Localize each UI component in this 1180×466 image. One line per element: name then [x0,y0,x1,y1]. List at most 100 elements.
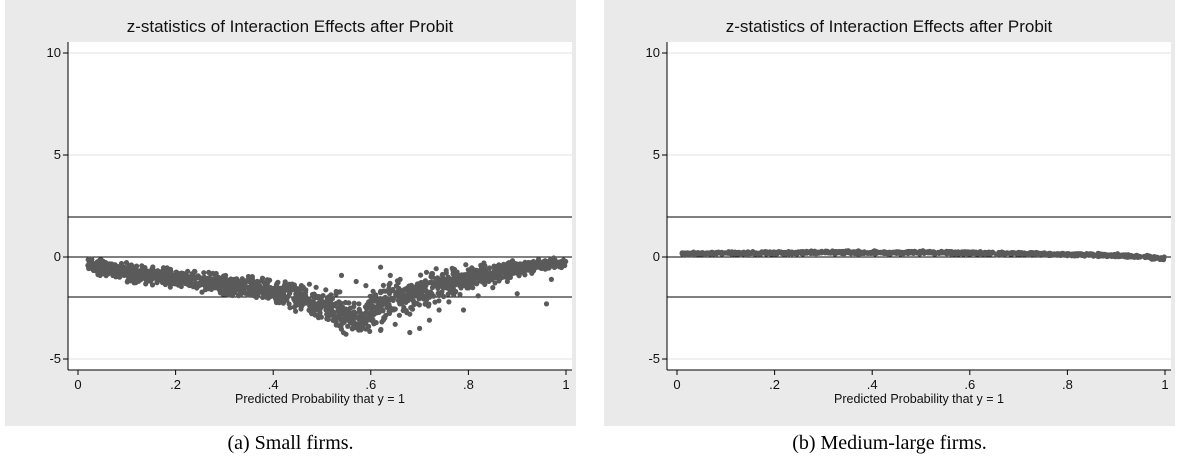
data-point [429,271,435,277]
data-point [222,284,228,291]
data-point [495,267,501,273]
data-point [421,296,427,302]
data-point [443,285,449,291]
scatter-points [679,248,1167,263]
data-point [412,284,418,290]
data-point [912,250,918,256]
data-point [1017,251,1023,257]
y-tick-label: 5 [54,147,61,162]
data-point [396,312,402,318]
data-point [312,302,318,308]
data-point [367,310,373,316]
data-point [397,276,403,282]
data-point [367,328,373,334]
data-point [114,265,120,271]
data-point [448,281,454,287]
data-point [379,319,385,325]
x-tick-label: .4 [268,377,279,392]
data-point [419,292,425,298]
data-point [1013,251,1020,257]
data-point [407,329,413,336]
data-point [1050,251,1056,257]
data-point [737,251,743,257]
data-point [353,325,359,331]
data-point [772,251,778,257]
data-point [245,273,251,280]
data-point [855,248,861,254]
data-point [154,271,160,277]
data-point [211,280,217,286]
data-point [175,282,181,288]
data-point [311,291,317,297]
data-point [347,310,353,316]
data-point [108,268,114,274]
y-tick-label: 0 [653,249,660,264]
data-point [323,287,329,293]
x-tick-label: 1 [1161,377,1168,392]
data-point [335,305,341,311]
data-point [979,250,985,256]
data-point [325,316,331,322]
data-point [264,289,270,295]
data-point [234,282,240,288]
data-point [356,301,362,307]
data-point [469,276,475,282]
data-point [308,308,314,315]
data-point [1021,251,1027,257]
data-point [343,331,349,337]
data-point [251,290,257,296]
data-point [416,302,422,308]
data-point [496,278,502,284]
data-point [369,293,375,300]
data-point [687,250,693,257]
data-point [362,304,369,310]
caption-small-firms: (a) Small firms. [227,432,354,454]
data-point [128,262,134,268]
data-point [452,289,458,295]
data-point [384,304,390,310]
data-point [759,249,765,255]
data-point [1137,254,1143,260]
data-point [725,250,731,256]
data-point [378,290,384,296]
data-point [244,290,250,296]
data-point [282,279,288,285]
data-point [280,289,286,295]
data-point [699,250,705,256]
data-point [1086,251,1092,257]
data-point [100,266,106,272]
chart-panel-medium-large-firms: z-statistics of Interaction Effects afte… [604,0,1175,426]
data-point [316,311,323,317]
data-point [515,267,521,273]
data-point [491,267,497,274]
data-point [411,289,418,295]
data-point [208,271,214,277]
data-point [1044,252,1050,258]
data-point [418,272,424,278]
data-point [119,270,125,276]
chart-medium-large-firms: z-statistics of Interaction Effects afte… [646,17,1171,406]
data-point [543,301,550,307]
data-point [748,250,754,256]
data-point [308,299,314,305]
data-point [901,250,907,256]
data-point [417,280,423,286]
data-point [1055,251,1061,257]
data-point [143,281,149,287]
data-point [129,268,135,274]
data-point [120,266,126,272]
data-point [378,327,384,333]
data-point [463,262,469,268]
data-point [707,251,713,257]
data-point [387,272,393,278]
data-point [338,326,344,332]
data-point [135,270,141,276]
data-point [313,284,319,290]
data-point [441,293,447,300]
data-point [219,281,225,287]
data-point [447,286,453,292]
data-point [416,284,422,290]
data-point [457,291,463,298]
data-point [462,282,468,288]
y-tick-label: -5 [648,351,660,366]
